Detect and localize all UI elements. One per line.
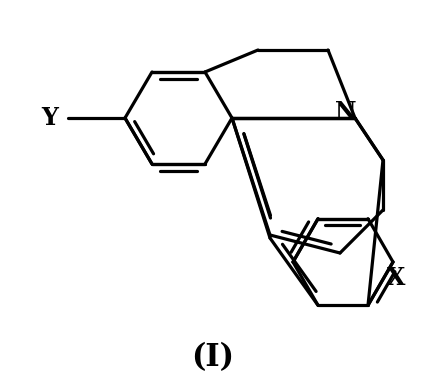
Text: Y: Y (41, 106, 58, 130)
Text: N: N (334, 100, 356, 124)
Text: X: X (386, 266, 404, 290)
Text: (I): (I) (191, 343, 234, 374)
